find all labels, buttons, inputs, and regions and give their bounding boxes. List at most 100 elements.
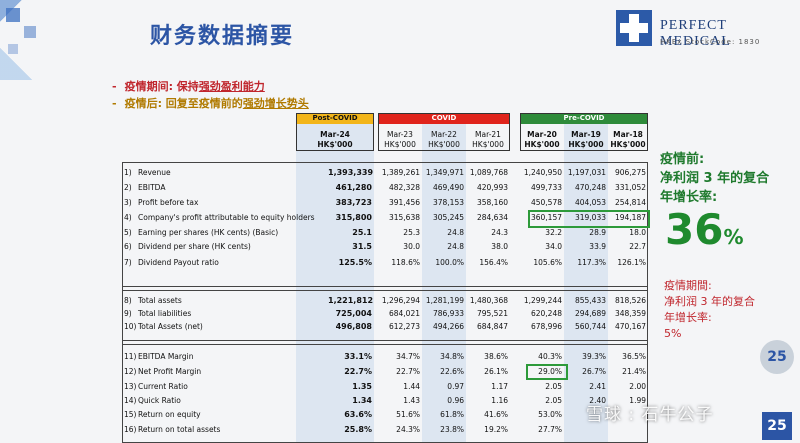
table-cell: 117.3% [577, 258, 606, 267]
table-row: 4) Company's profit attributable to equit… [0, 211, 800, 225]
column-period: Mar-23 [387, 130, 413, 139]
table-cell: 32.2 [545, 228, 562, 237]
table-cell: 33.9 [589, 242, 606, 251]
table-row: 9) Total liabilities 725,004 684,021 786,933… [0, 307, 800, 321]
table-cell: 358,160 [476, 198, 508, 207]
table-cell: 33.1% [344, 352, 372, 361]
table-cell: 795,521 [476, 309, 508, 318]
column-period: Mar-21 [475, 130, 501, 139]
table-cell: 1.17 [491, 382, 508, 391]
table-row: 11) EBITDA Margin 33.1% 34.7% 34.8% 38.6% 40.3… [0, 350, 800, 364]
cagr-percent-sign: % [723, 225, 744, 249]
table-cell: 25.1 [352, 228, 372, 237]
table-cell: 2.40 [589, 396, 606, 405]
column-period: Mar-18 [613, 130, 643, 139]
bullet-list: - 疫情期间: 保持强劲盈利能力 - 疫情后: 回复至疫情前的强劲增长势头 [112, 78, 309, 112]
table-cell: 1.43 [403, 396, 420, 405]
table-cell: 63.6% [344, 410, 372, 419]
row-number: 13) [124, 382, 137, 391]
group-header-pre-covid: Pre-COVID [520, 113, 648, 124]
table-cell: 684,021 [388, 309, 420, 318]
row-label: Revenue [138, 168, 171, 177]
row-label: Total liabilities [138, 309, 192, 318]
table-cell: 38.0 [491, 242, 508, 251]
table-cell: 26.1% [484, 367, 508, 376]
table-row: 13) Current Ratio 1.35 1.44 0.97 1.17 2.05 2.41… [0, 380, 800, 394]
side-line: 净利润 3 年的复合 [664, 295, 755, 308]
side-line: 疫情前: [660, 152, 705, 167]
table-cell: 31.5 [352, 242, 372, 251]
bullet-item: - 疫情后: 回复至疫情前的强劲增长势头 [112, 95, 309, 112]
table-cell: 34.7% [396, 352, 420, 361]
bullet-marker: - [112, 80, 117, 93]
table-cell: 725,004 [335, 309, 372, 318]
row-label: Return on total assets [138, 425, 221, 434]
bullet-marker: - [112, 97, 117, 110]
table-cell: 61.8% [440, 410, 464, 419]
row-label: Return on equity [138, 410, 201, 419]
table-cell: 786,933 [432, 309, 464, 318]
column-header: Mar-18 HK$'000 [608, 130, 648, 150]
row-label: Total Assets (net) [138, 322, 203, 331]
table-cell: 1,480,368 [469, 296, 508, 305]
column-unit: HK$'000 [524, 140, 560, 149]
table-row: 6) Dividend per share (HK cents) 31.5 30.0 2… [0, 240, 800, 254]
column-header: Mar-22 HK$'000 [422, 130, 466, 150]
table-cell: 461,280 [335, 183, 372, 192]
column-unit: HK$'000 [428, 140, 460, 149]
section-divider [122, 340, 648, 341]
table-cell: 25.3 [403, 228, 420, 237]
table-cell: 118.6% [391, 258, 420, 267]
table-cell: 1.35 [352, 382, 372, 391]
table-cell: 2.41 [589, 382, 606, 391]
table-cell: 18.0 [629, 228, 646, 237]
bullet-emphasis: 强劲盈利能力 [198, 80, 265, 93]
row-number: 7) [124, 258, 132, 267]
row-label: Current Ratio [138, 382, 188, 391]
table-row: 1) Revenue 1,393,339 1,389,261 1,349,971 1,08… [0, 166, 800, 180]
table-cell: 470,167 [614, 322, 646, 331]
table-cell: 315,638 [388, 213, 420, 222]
row-number: 12) [124, 367, 137, 376]
table-cell: 39.3% [582, 352, 606, 361]
row-number: 3) [124, 198, 132, 207]
table-cell: 24.3% [396, 425, 420, 434]
row-label: Net Profit Margin [138, 367, 202, 376]
table-row: 8) Total assets 1,221,812 1,296,294 1,281,19… [0, 294, 800, 308]
table-cell: 284,634 [476, 213, 508, 222]
table-cell: 1,393,339 [328, 168, 374, 177]
table-cell: 19.2% [484, 425, 508, 434]
pre-covid-cagr-label: 疫情前: 净利润 3 年的复合 年增长率: [660, 150, 769, 207]
table-cell: 684,847 [476, 322, 508, 331]
table-cell: 499,733 [530, 183, 562, 192]
table-cell: 1,197,031 [567, 168, 606, 177]
column-shade [296, 124, 374, 443]
table-cell: 2.00 [629, 382, 646, 391]
side-line: 净利润 3 年的复合 [660, 171, 770, 186]
row-number: 14) [124, 396, 137, 405]
table-cell: 305,245 [432, 213, 464, 222]
table-cell: 25.8% [344, 425, 372, 434]
row-number: 16) [124, 425, 137, 434]
section-divider [122, 290, 648, 291]
group-header-covid: COVID [378, 113, 510, 124]
table-cell: 34.0 [545, 242, 562, 251]
row-label: Profit before tax [138, 198, 199, 207]
table-row: 14) Quick Ratio 1.34 1.43 0.96 1.16 2.05 2.40 1.… [0, 394, 800, 408]
table-cell: 1,240,950 [523, 168, 562, 177]
row-label: EBITDA Margin [138, 352, 194, 361]
bullet-prefix: 疫情后: 回复至疫情前的 [124, 97, 243, 110]
table-cell: 24.3 [491, 228, 508, 237]
table-cell: 29.0% [538, 367, 562, 376]
table-cell: 1,281,199 [425, 296, 464, 305]
table-cell: 560,744 [574, 322, 606, 331]
table-cell: 194,187 [614, 213, 646, 222]
table-cell: 24.8 [447, 228, 464, 237]
column-shade [422, 124, 466, 443]
corner-badge: 25 [760, 340, 794, 374]
column-period: Mar-24 [320, 130, 350, 139]
table-cell: 22.6% [440, 367, 464, 376]
table-cell: 1.34 [352, 396, 372, 405]
table-cell: 0.96 [447, 396, 464, 405]
pre-covid-cagr-value: 36% [665, 205, 744, 254]
